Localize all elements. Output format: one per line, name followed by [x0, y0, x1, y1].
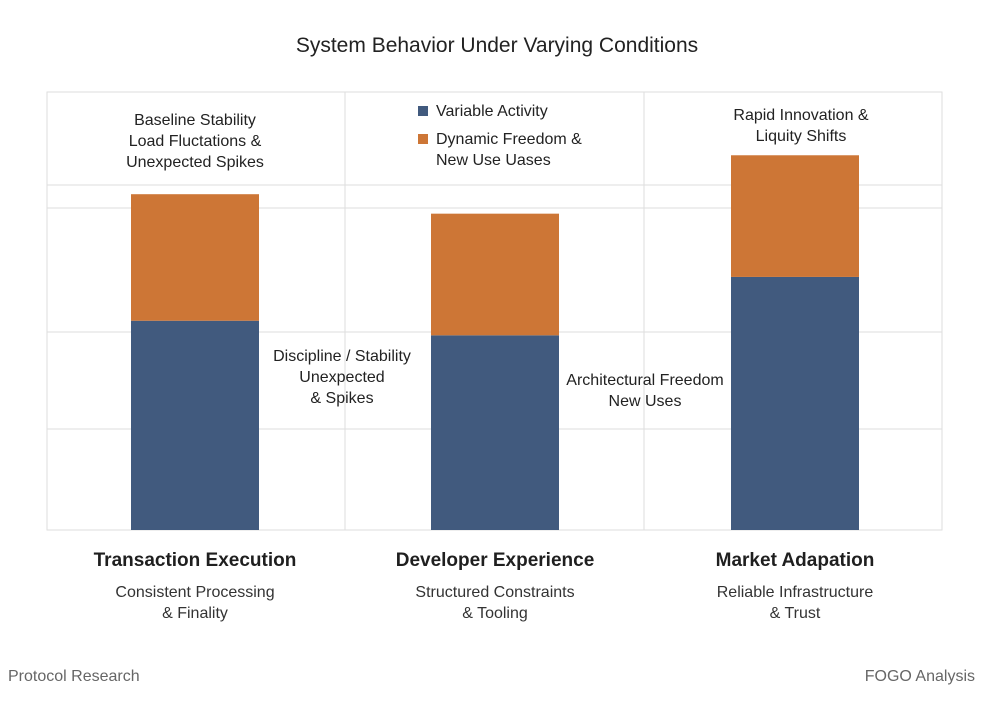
- annotation-1-line-0: Rapid Innovation &: [733, 107, 869, 124]
- annotation-0-line-2: Unexpected Spikes: [126, 154, 264, 171]
- legend-label-dynamic-freedom-line-0: Dynamic Freedom &: [436, 131, 582, 148]
- category-label-0: Transaction Execution: [94, 550, 297, 571]
- annotation-2-line-1: Unexpected: [299, 369, 384, 386]
- legend-label-variable-activity: Variable Activity: [436, 103, 548, 120]
- bar-variable-activity-2: [731, 276, 859, 530]
- labels-layer: Transaction Execution Consistent Processi…: [94, 103, 875, 622]
- category-label-2: Market Adapation: [716, 550, 875, 571]
- legend-label-dynamic-freedom-line-1: New Use Uases: [436, 152, 551, 169]
- bars-layer: [131, 155, 859, 530]
- annotation-0-line-0: Baseline Stability: [134, 112, 256, 129]
- category-label-1: Developer Experience: [396, 550, 595, 571]
- category-subtitle-2-1: & Trust: [770, 605, 821, 622]
- annotation-3-line-0: Architectural Freedom: [566, 372, 723, 389]
- category-subtitle-0-0: Consistent Processing: [115, 584, 274, 601]
- bar-variable-activity-1: [431, 335, 559, 530]
- bar-variable-activity-0: [131, 320, 259, 530]
- category-subtitle-0-1: & Finality: [162, 605, 228, 622]
- annotation-1-line-1: Liquity Shifts: [756, 128, 847, 145]
- legend-swatch-dynamic-freedom: [418, 134, 428, 144]
- annotation-0-line-1: Load Fluctations &: [129, 133, 262, 150]
- legend-swatch-variable-activity: [418, 106, 428, 116]
- annotation-3-line-1: New Uses: [609, 393, 682, 410]
- footer-left-label: Protocol Research: [8, 668, 140, 685]
- category-subtitle-1-1: & Tooling: [462, 605, 528, 622]
- annotation-2-line-0: Discipline / Stability: [273, 348, 411, 365]
- bar-dynamic-freedom-0: [131, 194, 259, 321]
- annotation-2-line-2: & Spikes: [310, 390, 373, 407]
- category-subtitle-2-0: Reliable Infrastructure: [717, 584, 874, 601]
- bar-dynamic-freedom-1: [431, 213, 559, 336]
- chart-title: System Behavior Under Varying Conditions: [296, 34, 698, 57]
- category-subtitle-1-0: Structured Constraints: [415, 584, 574, 601]
- bar-dynamic-freedom-2: [731, 155, 859, 277]
- footer-right-label: FOGO Analysis: [865, 668, 975, 685]
